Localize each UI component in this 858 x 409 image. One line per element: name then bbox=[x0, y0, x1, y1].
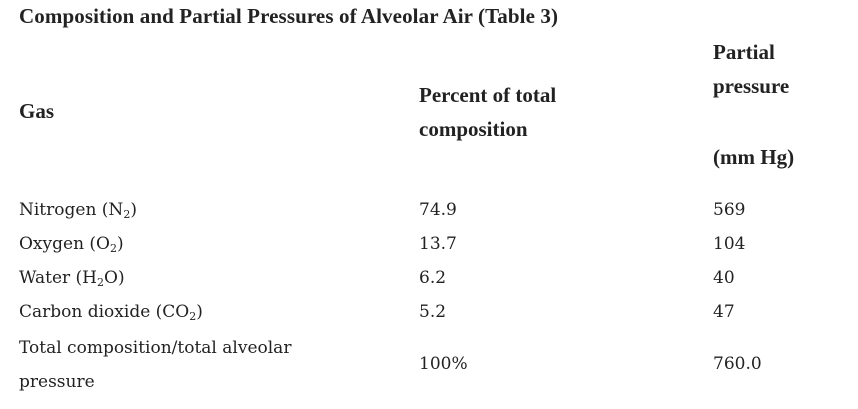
total-row-label: Total composition/total alveolar pressur… bbox=[19, 331, 379, 399]
header-pressure-line1: Partial bbox=[713, 40, 775, 64]
table-title: Composition and Partial Pressures of Alv… bbox=[19, 4, 559, 28]
gas-name-tail: O) bbox=[104, 268, 125, 288]
total-label-line1: Total composition/total alveolar bbox=[19, 338, 292, 358]
gas-subscript: 2 bbox=[123, 208, 131, 221]
header-pressure-unit: (mm Hg) bbox=[713, 145, 795, 169]
gas-name: Carbon dioxide (CO bbox=[19, 302, 190, 322]
total-row-pressure: 760.0 bbox=[713, 354, 762, 374]
table-row-gas: Nitrogen (N2) bbox=[19, 193, 137, 227]
gas-name-tail: ) bbox=[130, 200, 137, 220]
table-row-pressure: 47 bbox=[713, 302, 735, 322]
table-row-gas: Carbon dioxide (CO2) bbox=[19, 295, 203, 329]
header-percent-line2: composition bbox=[419, 117, 528, 141]
total-row-percent: 100% bbox=[419, 354, 468, 374]
gas-name-tail: ) bbox=[117, 234, 124, 254]
gas-name: Oxygen (O bbox=[19, 234, 110, 254]
gas-name-tail: ) bbox=[196, 302, 203, 322]
header-pressure: Partial pressure (mm Hg) bbox=[713, 35, 794, 174]
gas-subscript: 2 bbox=[97, 276, 105, 289]
table-row-pressure: 40 bbox=[713, 268, 735, 288]
table-row-pressure: 104 bbox=[713, 234, 746, 254]
gas-name: Water (H bbox=[19, 268, 98, 288]
header-pressure-line2: pressure bbox=[713, 74, 790, 98]
table-row-percent: 6.2 bbox=[419, 268, 447, 288]
table-row-gas: Oxygen (O2) bbox=[19, 227, 124, 261]
table-row-percent: 74.9 bbox=[419, 200, 457, 220]
total-label-line2: pressure bbox=[19, 372, 95, 392]
table-row-gas: Water (H2O) bbox=[19, 261, 125, 295]
header-percent-line1: Percent of total bbox=[419, 83, 557, 107]
table-row-percent: 5.2 bbox=[419, 302, 447, 322]
table-row-percent: 13.7 bbox=[419, 234, 457, 254]
table-row-pressure: 569 bbox=[713, 200, 746, 220]
header-gas: Gas bbox=[19, 99, 55, 123]
header-percent: Percent of total composition bbox=[419, 78, 556, 146]
gas-subscript: 2 bbox=[110, 242, 117, 255]
gas-name: Nitrogen (N bbox=[19, 200, 124, 220]
gas-subscript: 2 bbox=[189, 310, 197, 323]
